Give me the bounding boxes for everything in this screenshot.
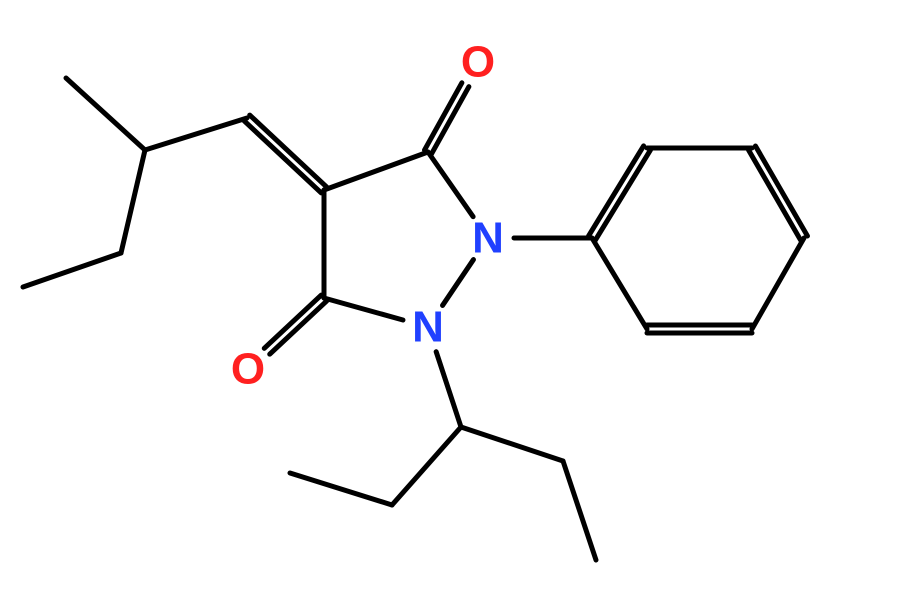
bond-line xyxy=(264,295,321,348)
bond-line xyxy=(755,146,807,236)
bond-line xyxy=(461,427,563,461)
bond-line xyxy=(749,150,801,240)
bond-line xyxy=(595,150,650,240)
bond-line xyxy=(244,121,321,193)
bond-line xyxy=(121,150,145,253)
bond-line xyxy=(66,78,145,150)
atom-label-o: O xyxy=(231,345,265,394)
bond-line xyxy=(324,152,428,190)
bond-line xyxy=(23,253,121,287)
bond-line xyxy=(290,473,392,505)
bond-line xyxy=(589,146,644,236)
bond-line xyxy=(428,152,473,217)
bond-line xyxy=(563,461,596,560)
bond-line xyxy=(250,115,327,187)
bond-line xyxy=(324,298,403,320)
atom-label-n: N xyxy=(412,303,444,352)
bond-line xyxy=(752,238,804,329)
molecule-diagram: O NN O xyxy=(0,0,911,594)
atom-label-o: O xyxy=(461,38,495,87)
bond-line xyxy=(592,238,647,329)
bond-line xyxy=(431,87,468,154)
bond-line xyxy=(145,118,247,150)
bond-line xyxy=(443,260,474,306)
bond-line xyxy=(436,352,461,427)
atom-label-n: N xyxy=(472,214,504,263)
bond-line xyxy=(392,427,461,505)
bond-line xyxy=(270,301,327,354)
bond-line xyxy=(425,83,462,150)
